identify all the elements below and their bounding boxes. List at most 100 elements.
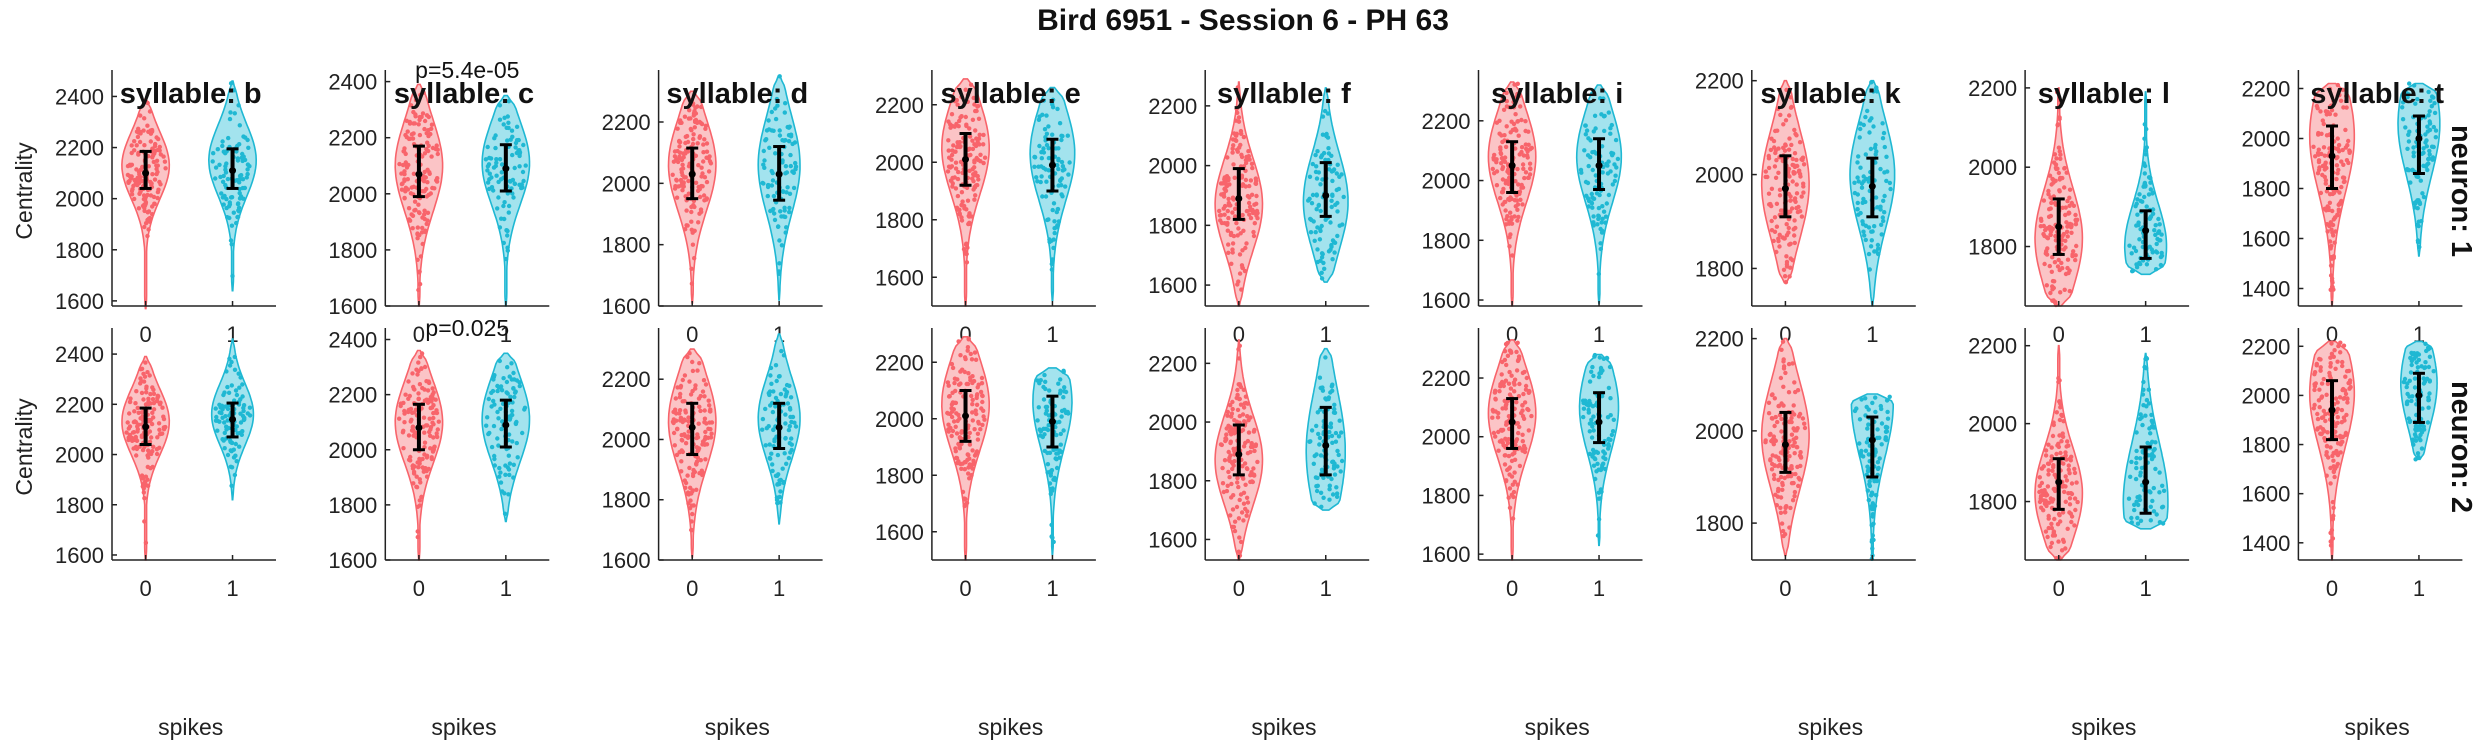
point bbox=[680, 162, 685, 167]
x-axis-label: spikes bbox=[1798, 714, 1863, 740]
point bbox=[132, 196, 137, 202]
point bbox=[236, 201, 241, 206]
point bbox=[431, 435, 436, 440]
point bbox=[698, 120, 704, 126]
point bbox=[128, 163, 133, 168]
point bbox=[407, 136, 413, 141]
point bbox=[966, 371, 971, 376]
point bbox=[1515, 482, 1520, 487]
point bbox=[2052, 200, 2058, 206]
point bbox=[2051, 529, 2057, 534]
point bbox=[2405, 167, 2410, 173]
point bbox=[2418, 438, 2423, 443]
iqr-bar-1 bbox=[1319, 161, 1332, 218]
point bbox=[959, 190, 965, 195]
x-tick-label: 0 bbox=[2053, 322, 2065, 347]
point bbox=[768, 373, 773, 378]
point bbox=[1330, 388, 1335, 393]
point bbox=[1771, 138, 1777, 144]
point bbox=[1598, 241, 1603, 246]
point bbox=[1789, 206, 1795, 211]
point bbox=[423, 175, 428, 180]
point bbox=[397, 416, 402, 421]
point bbox=[778, 489, 783, 494]
point bbox=[431, 415, 436, 421]
point bbox=[1802, 421, 1807, 426]
point bbox=[491, 398, 496, 404]
panel-title: syllable: e bbox=[940, 78, 1080, 110]
point bbox=[787, 209, 792, 215]
point bbox=[132, 139, 137, 144]
point bbox=[1870, 514, 1875, 519]
point bbox=[950, 390, 955, 395]
point bbox=[1857, 441, 1862, 446]
point bbox=[946, 427, 951, 432]
point bbox=[2134, 455, 2139, 461]
point bbox=[698, 458, 703, 463]
point bbox=[1332, 406, 1337, 412]
point bbox=[2420, 191, 2425, 196]
point bbox=[1043, 411, 1049, 416]
point bbox=[1243, 157, 1249, 163]
point bbox=[1039, 174, 1044, 179]
point bbox=[430, 386, 435, 391]
point bbox=[419, 351, 425, 356]
point bbox=[687, 379, 692, 384]
point bbox=[1329, 204, 1334, 210]
point bbox=[949, 112, 955, 117]
point bbox=[1866, 497, 1872, 503]
point bbox=[1323, 217, 1328, 222]
point bbox=[1327, 497, 1332, 502]
point bbox=[1590, 150, 1595, 155]
point bbox=[217, 410, 222, 415]
point bbox=[421, 469, 426, 474]
point bbox=[2037, 475, 2043, 480]
point bbox=[1063, 389, 1069, 395]
point bbox=[1329, 198, 1334, 203]
median-0 bbox=[1781, 441, 1789, 449]
point bbox=[2338, 340, 2343, 345]
point bbox=[958, 353, 963, 358]
point bbox=[499, 426, 504, 432]
point bbox=[1790, 179, 1795, 184]
point bbox=[2062, 185, 2067, 190]
point bbox=[2134, 460, 2139, 466]
point bbox=[420, 456, 425, 462]
point bbox=[2415, 97, 2420, 102]
point bbox=[415, 225, 420, 230]
point bbox=[687, 465, 692, 471]
point bbox=[417, 270, 422, 275]
point bbox=[693, 180, 699, 185]
point bbox=[2052, 160, 2057, 165]
point bbox=[1225, 220, 1230, 226]
point bbox=[970, 397, 975, 403]
point bbox=[1244, 495, 1250, 500]
point bbox=[1520, 162, 1526, 167]
point bbox=[1058, 431, 1064, 437]
point bbox=[2135, 197, 2140, 202]
point bbox=[237, 142, 242, 147]
point bbox=[2341, 175, 2347, 180]
point bbox=[418, 254, 424, 259]
point bbox=[1786, 147, 1792, 152]
point bbox=[2406, 139, 2412, 144]
point bbox=[1231, 162, 1236, 167]
point bbox=[1510, 482, 1516, 487]
point bbox=[213, 176, 218, 181]
point bbox=[776, 374, 782, 379]
point bbox=[1774, 201, 1780, 206]
point bbox=[1229, 411, 1235, 416]
point bbox=[784, 391, 789, 397]
point bbox=[2050, 284, 2055, 289]
point bbox=[783, 101, 788, 106]
point bbox=[1235, 392, 1240, 398]
point bbox=[699, 165, 704, 170]
point bbox=[1237, 343, 1243, 348]
point bbox=[2065, 198, 2070, 204]
point bbox=[225, 418, 230, 423]
point bbox=[422, 126, 427, 132]
point bbox=[674, 411, 679, 416]
point bbox=[134, 143, 139, 148]
point bbox=[2332, 474, 2337, 480]
point bbox=[1232, 519, 1238, 524]
